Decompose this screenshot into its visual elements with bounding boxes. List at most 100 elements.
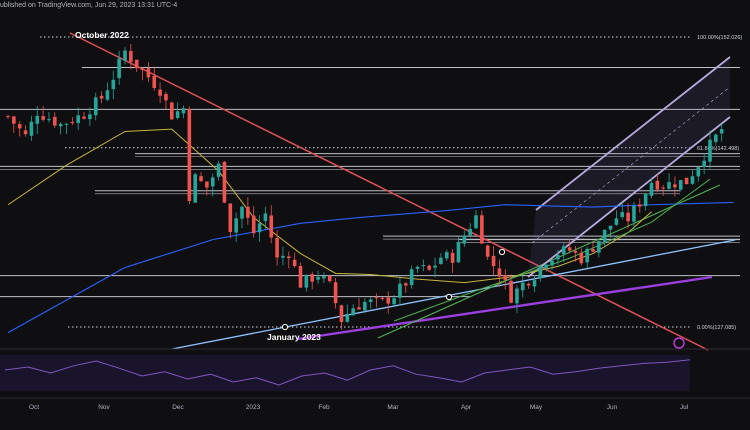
candle-body xyxy=(228,203,233,233)
candle-body xyxy=(134,59,139,69)
candle-body xyxy=(649,183,654,196)
candle-body xyxy=(53,116,57,126)
candle-body xyxy=(620,212,625,218)
candle-body xyxy=(450,252,455,263)
candle-body xyxy=(485,245,490,257)
candle-body xyxy=(433,265,437,268)
candle-body xyxy=(287,256,291,259)
x-tick-label: Mar xyxy=(387,404,399,411)
candle-body xyxy=(702,160,706,167)
candle-body xyxy=(304,274,309,288)
x-tick-label: Oct xyxy=(29,404,39,411)
candle-body xyxy=(719,129,724,134)
candle-body xyxy=(638,204,642,207)
candle-body xyxy=(64,123,69,125)
candle-body xyxy=(532,280,537,287)
candle-body xyxy=(556,254,560,260)
candle-body xyxy=(310,274,314,282)
candle-body xyxy=(146,68,151,78)
candle-body xyxy=(614,218,619,225)
candle-body xyxy=(322,276,326,279)
candle-body xyxy=(427,265,431,270)
candle-body xyxy=(661,187,665,189)
candle-body xyxy=(368,299,373,302)
candle-body xyxy=(632,205,636,222)
candle-body xyxy=(99,95,104,99)
candle-body xyxy=(538,266,543,279)
publisher-header: ublished on TradingView.com, Jun 29, 202… xyxy=(0,2,178,9)
annotation-top-label: October 2022 xyxy=(75,30,129,40)
candle-body xyxy=(164,93,168,101)
candle-body xyxy=(690,176,695,184)
candle-body xyxy=(234,218,238,233)
candle-body xyxy=(222,161,227,203)
candle-body xyxy=(123,50,127,61)
candle-body xyxy=(456,241,461,263)
candle-body xyxy=(292,259,297,267)
candle-body xyxy=(404,283,408,286)
fib-level-label: 61.80%(142.498) xyxy=(697,146,739,152)
candle-body xyxy=(573,250,578,253)
moving-average-line xyxy=(393,178,711,322)
candle-body xyxy=(175,111,180,118)
moving-average-line xyxy=(7,201,734,334)
x-tick-label: May xyxy=(530,404,543,411)
candle-body xyxy=(35,115,40,124)
candle-body xyxy=(152,76,157,89)
candle-body xyxy=(88,114,92,120)
candle-body xyxy=(111,79,116,90)
candle-body xyxy=(684,177,689,185)
candle-body xyxy=(597,240,601,253)
candle-body xyxy=(708,139,712,162)
rsi-band xyxy=(0,355,690,391)
downtrend-line xyxy=(69,32,709,351)
candle-body xyxy=(386,297,391,304)
candle-body xyxy=(444,252,449,259)
candle-body xyxy=(193,174,197,203)
candle-body xyxy=(561,246,566,255)
candle-body xyxy=(251,215,256,234)
x-tick-label: Jun xyxy=(607,404,618,411)
candle-body xyxy=(82,116,86,119)
channel-upper xyxy=(535,56,731,211)
candle-body xyxy=(339,305,344,323)
candle-body xyxy=(503,275,508,280)
candle-body xyxy=(187,108,192,202)
candle-body xyxy=(29,121,34,136)
candle-body xyxy=(17,124,22,129)
candle-body xyxy=(544,264,548,269)
candle-body xyxy=(374,297,379,299)
candle-body xyxy=(392,298,396,305)
candle-body xyxy=(468,228,472,236)
candle-body xyxy=(521,282,525,291)
candle-body xyxy=(41,116,45,120)
candle-body xyxy=(281,255,285,258)
channel-fill xyxy=(528,57,730,277)
candle-body xyxy=(12,116,16,124)
candle-body xyxy=(199,176,203,182)
candle-body xyxy=(6,116,10,118)
candle-body xyxy=(93,97,98,116)
candle-body xyxy=(608,225,613,230)
candle-body xyxy=(526,283,531,286)
candle-body xyxy=(509,280,513,303)
x-tick-label: 2023 xyxy=(246,404,261,411)
candle-body xyxy=(655,180,660,190)
fib-level-label: 0.00%(127.085) xyxy=(697,325,736,331)
candle-body xyxy=(117,58,121,79)
candle-body xyxy=(129,51,133,62)
candle-body xyxy=(415,266,420,269)
candle-body xyxy=(363,301,367,311)
candle-body xyxy=(462,235,467,244)
candle-body xyxy=(491,255,496,267)
candle-body xyxy=(579,252,584,264)
candle-body xyxy=(439,257,443,264)
x-tick-label: Feb xyxy=(318,404,330,411)
candle-body xyxy=(673,184,677,188)
annotation-bottom-label: January 2023 xyxy=(267,332,321,342)
candle-body xyxy=(327,275,332,282)
x-tick-label: Nov xyxy=(98,404,110,411)
swing-marker xyxy=(281,323,289,331)
candle-body xyxy=(643,193,648,207)
candle-body xyxy=(567,247,572,251)
